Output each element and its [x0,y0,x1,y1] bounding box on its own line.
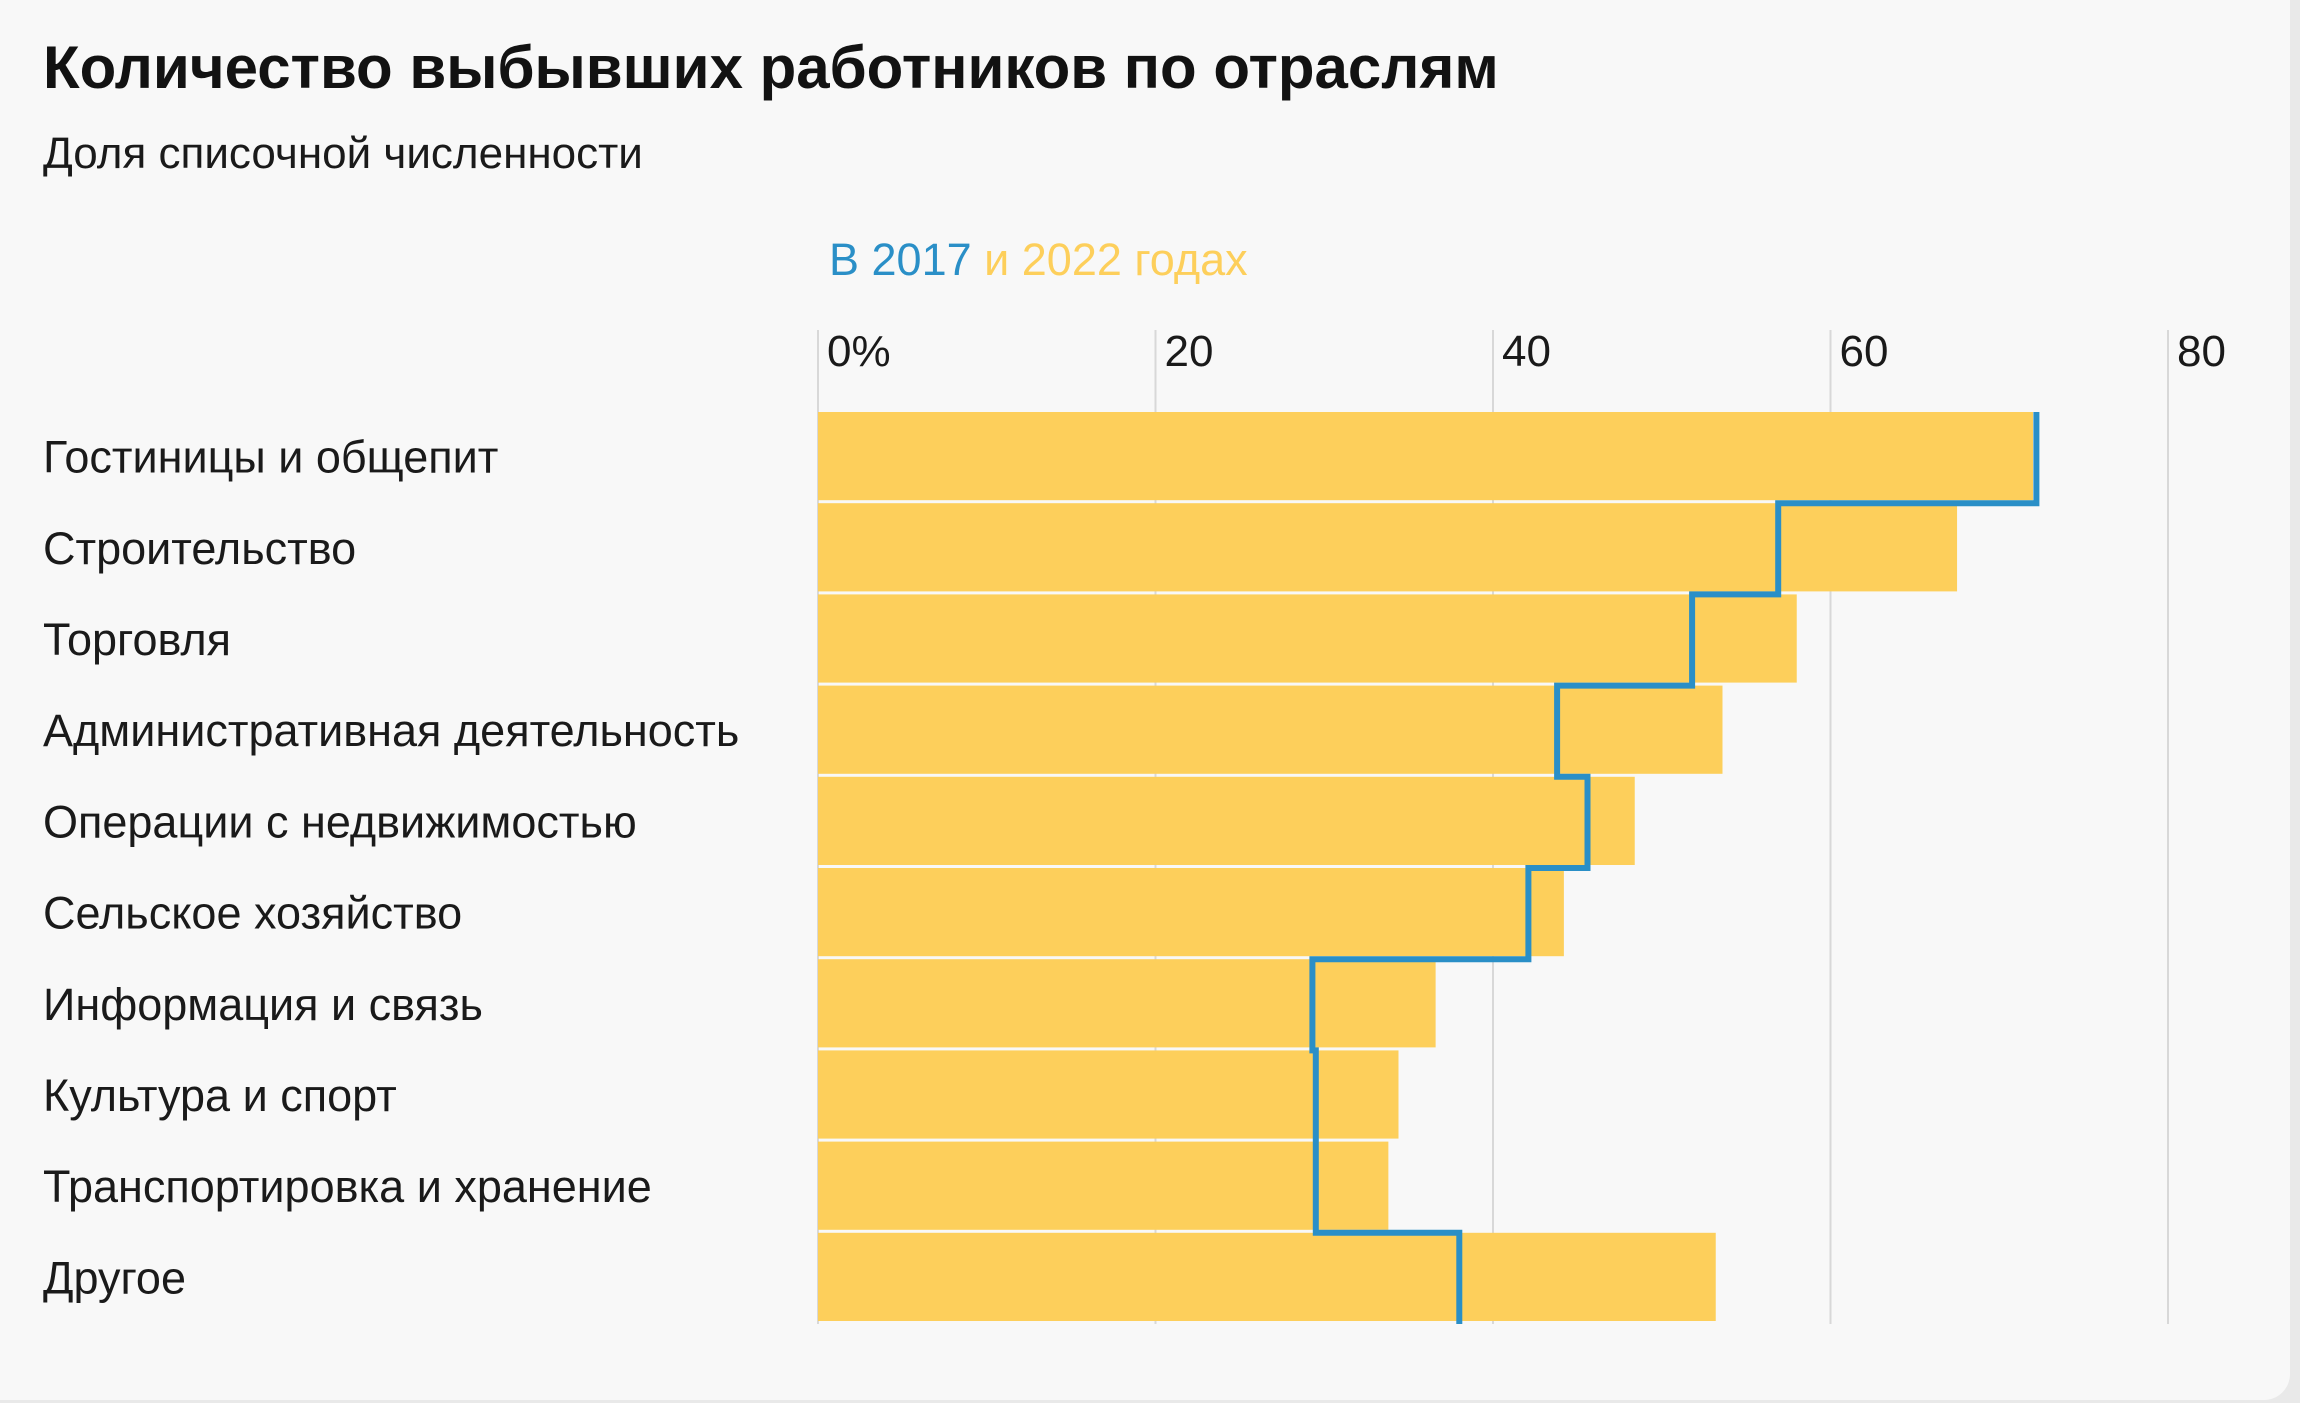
bar-2022 [818,503,1958,592]
category-label: Другое [43,1252,186,1303]
category-label: Культура и спорт [43,1070,397,1121]
category-labels: Гостиницы и общепит Строительство Торговля… [43,432,739,1304]
bar-2022 [818,685,1723,774]
line-2017 [1309,412,2040,1324]
bar-2022 [818,1141,1389,1230]
x-tick-label: 80 [2177,327,2226,376]
category-label: Административная деятельность [43,705,739,756]
bar-2022 [818,1232,1716,1321]
bar-2022 [818,959,1436,1048]
chart-legend: В 2017 и 2022 годах [829,230,1248,290]
bar-2022 [818,412,2033,501]
category-label: Гостиницы и общепит [43,432,498,483]
x-tick-label: 40 [1502,327,1551,376]
step-line-2017 [1309,412,2040,1324]
bar-2022 [818,594,1797,683]
category-label: Торговля [43,614,231,665]
category-label: Транспортировка и хранение [43,1161,652,1212]
x-tick-label: 0% [827,327,891,376]
legend-2022: и 2022 годах [971,234,1248,285]
chart-subtitle: Доля списочной численности [43,129,643,178]
x-tick-label: 20 [1165,327,1214,376]
chart-title: Количество выбывших работников по отрасл… [43,34,1499,101]
legend-2017: В 2017 [829,234,972,285]
bars-2022 [818,412,2033,1321]
x-axis-ticks: 0% 20 40 60 80 [827,327,2226,376]
category-label: Информация и связь [43,979,483,1030]
bar-2022 [818,776,1635,865]
x-tick-label: 60 [1840,327,1889,376]
bar-2022 [818,868,1564,957]
category-label: Операции с недвижимостью [43,796,637,847]
category-label: Строительство [43,523,356,574]
bar-2022 [818,1050,1399,1139]
category-label: Сельское хозяйство [43,888,462,939]
